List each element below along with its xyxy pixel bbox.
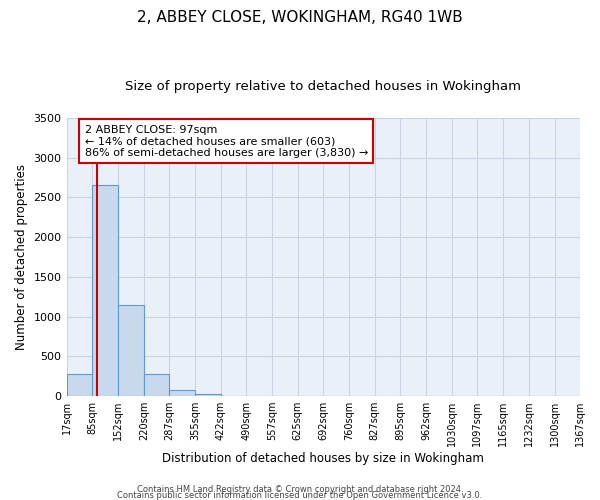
- Bar: [169, 390, 195, 396]
- Bar: [118, 306, 144, 396]
- Y-axis label: Number of detached properties: Number of detached properties: [15, 164, 28, 350]
- Bar: [144, 374, 169, 396]
- Text: 2 ABBEY CLOSE: 97sqm
← 14% of detached houses are smaller (603)
86% of semi-deta: 2 ABBEY CLOSE: 97sqm ← 14% of detached h…: [85, 124, 368, 158]
- Bar: [92, 186, 118, 396]
- Bar: [67, 374, 92, 396]
- Title: Size of property relative to detached houses in Wokingham: Size of property relative to detached ho…: [125, 80, 521, 93]
- Bar: [195, 394, 221, 396]
- Text: Contains public sector information licensed under the Open Government Licence v3: Contains public sector information licen…: [118, 490, 482, 500]
- Text: 2, ABBEY CLOSE, WOKINGHAM, RG40 1WB: 2, ABBEY CLOSE, WOKINGHAM, RG40 1WB: [137, 10, 463, 25]
- X-axis label: Distribution of detached houses by size in Wokingham: Distribution of detached houses by size …: [163, 452, 484, 465]
- Text: Contains HM Land Registry data © Crown copyright and database right 2024.: Contains HM Land Registry data © Crown c…: [137, 484, 463, 494]
